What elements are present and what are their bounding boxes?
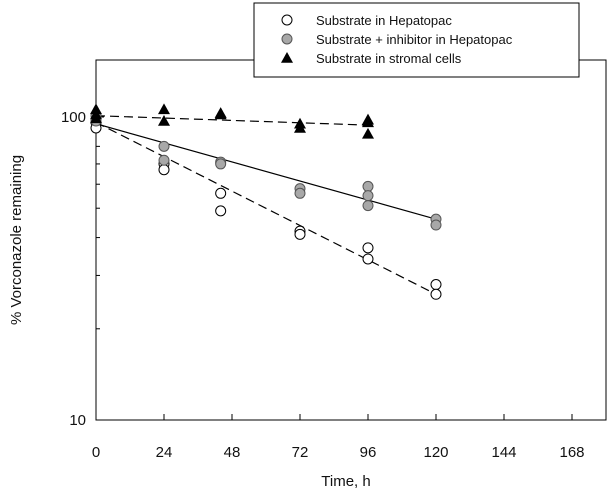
legend-box: [253, 2, 580, 78]
legend-label-series-2: Substrate + inhibitor in Hepatopac: [316, 32, 513, 47]
data-point-series-2: [158, 140, 170, 152]
x-tick-label: 24: [156, 444, 173, 461]
x-tick-label: 0: [92, 444, 100, 461]
x-tick-label: 168: [559, 444, 584, 461]
x-tick-label: 48: [224, 444, 241, 461]
data-point-series-2: [430, 219, 442, 231]
legend-marker-series-1: [281, 14, 293, 26]
y-tick-label: 10: [69, 412, 86, 429]
data-point-series-3: [294, 121, 306, 133]
fit-lines: [95, 115, 437, 295]
data-point-series-2: [362, 200, 374, 212]
y-axis-label: % Vorconazole remaining: [8, 155, 25, 325]
fit-line-series-2: [95, 123, 437, 220]
x-tick-label: 144: [491, 444, 516, 461]
data-point-series-3: [362, 116, 374, 128]
data-point-series-1: [158, 164, 170, 176]
data-point-series-2: [294, 187, 306, 199]
data-point-series-2: [215, 158, 227, 170]
x-tick-label: 120: [423, 444, 448, 461]
data-point-series-1: [362, 242, 374, 254]
data-point-series-2: [362, 180, 374, 192]
data-point-series-1: [215, 205, 227, 217]
axis-ticks: 0 24 48 72 96 120 144 168 10 100: [61, 109, 585, 461]
data-point-series-1: [430, 288, 442, 300]
legend-marker-series-3: [281, 52, 293, 63]
fit-line-series-1: [95, 121, 437, 295]
legend: Substrate in Hepatopac Substrate + inhibi…: [253, 2, 580, 78]
plot-area-frame: [95, 59, 607, 421]
data-point-series-2: [158, 154, 170, 166]
legend-label-series-1: Substrate in Hepatopac: [316, 13, 452, 28]
data-points: [90, 103, 442, 300]
x-tick-label: 72: [292, 444, 309, 461]
data-point-series-3: [214, 108, 227, 120]
legend-label-series-3: Substrate in stromal cells: [316, 51, 462, 66]
fit-line-series-3: [95, 115, 369, 126]
data-point-series-1: [294, 228, 306, 240]
data-point-series-3: [158, 115, 170, 126]
data-point-series-3: [362, 127, 374, 139]
x-axis-label: Time, h: [321, 473, 370, 490]
legend-marker-series-2: [281, 33, 293, 45]
data-point-series-1: [430, 279, 442, 291]
data-point-series-3: [158, 103, 170, 115]
y-tick-label: 100: [61, 109, 86, 126]
data-point-series-1: [362, 253, 374, 265]
x-tick-label: 96: [360, 444, 377, 461]
data-point-series-3: [90, 112, 102, 124]
data-point-series-1: [215, 187, 227, 199]
data-point-series-2: [362, 190, 374, 202]
